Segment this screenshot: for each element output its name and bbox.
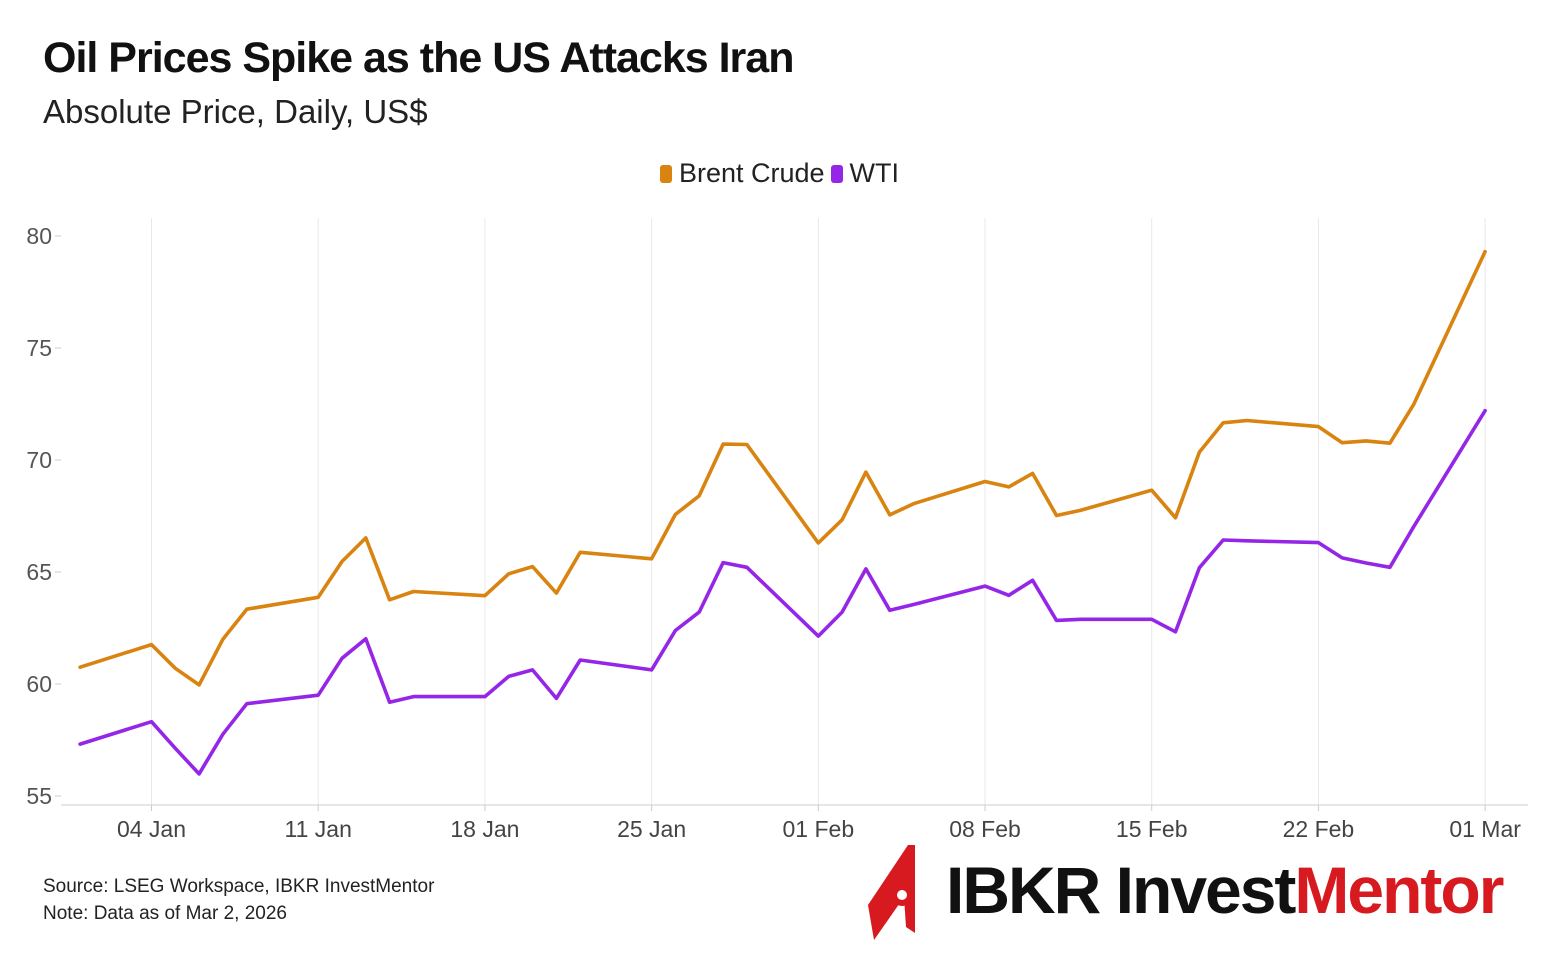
y-tick-label: 55 (26, 783, 52, 809)
legend-swatch-brent (659, 164, 672, 183)
data-note: Note: Data as of Mar 2, 2026 (43, 903, 287, 924)
y-tick-label: 80 (26, 223, 52, 249)
legend: Brent Crude WTI (0, 158, 1559, 189)
x-tick-label: 01 Feb (783, 816, 855, 842)
x-tick-label: 18 Jan (450, 816, 519, 842)
series-line-brent-crude (78, 249, 1487, 687)
chart-title: Oil Prices Spike as the US Attacks Iran (43, 34, 794, 82)
source-note: Source: LSEG Workspace, IBKR InvestMento… (43, 876, 435, 897)
series-line-wti (78, 408, 1487, 776)
legend-swatch-wti (830, 164, 843, 183)
x-tick-label: 22 Feb (1283, 816, 1355, 842)
x-tick-label: 08 Feb (949, 816, 1021, 842)
legend-label-wti: WTI (849, 158, 900, 188)
y-tick-label: 60 (26, 671, 52, 697)
x-tick-label: 04 Jan (117, 816, 186, 842)
legend-item-wti[interactable]: WTI (830, 158, 900, 189)
y-tick-label: 70 (26, 447, 52, 473)
ibkr-logo-icon (868, 845, 915, 940)
x-tick-label: 15 Feb (1116, 816, 1188, 842)
y-tick-label: 75 (26, 335, 52, 361)
logo-text-mentor: Mentor (1294, 853, 1504, 927)
x-tick-label: 25 Jan (617, 816, 686, 842)
y-tick-label: 65 (26, 559, 52, 585)
ibkr-logo-text: IBKR InvestMentor (946, 857, 1504, 923)
legend-label-brent: Brent Crude (678, 158, 825, 188)
x-tick-label: 01 Mar (1449, 816, 1521, 842)
chart-subtitle: Absolute Price, Daily, US$ (43, 93, 428, 130)
legend-item-brent[interactable]: Brent Crude (659, 158, 825, 189)
logo-text-ibkr-invest: IBKR Invest (946, 853, 1296, 927)
x-tick-label: 11 Jan (285, 816, 352, 842)
ibkr-logo: IBKR InvestMentor (868, 845, 1538, 940)
